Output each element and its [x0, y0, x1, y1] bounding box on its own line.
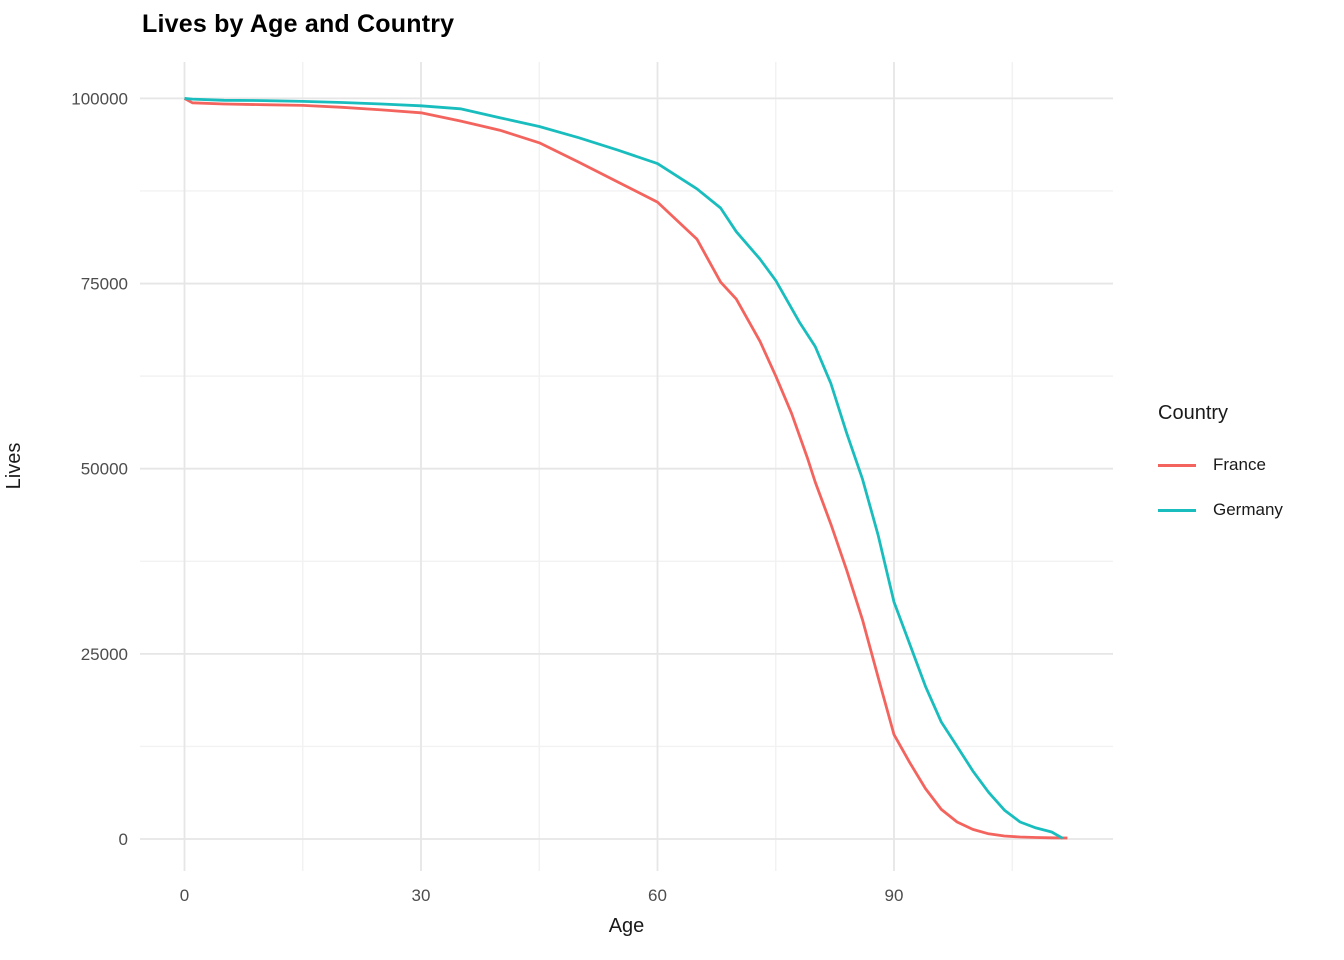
y-tick-label: 100000: [71, 89, 128, 108]
legend-label-france: France: [1213, 455, 1266, 474]
legend-key-line-germany: [1158, 508, 1196, 512]
y-tick-label: 75000: [81, 275, 128, 294]
legend: Country France Germany: [1158, 402, 1283, 543]
x-axis-title: Age: [608, 915, 645, 937]
legend-item-germany: Germany: [1158, 498, 1283, 522]
y-tick-label: 50000: [81, 460, 128, 479]
x-tick-label: 0: [180, 886, 189, 905]
y-tick-label: 25000: [81, 645, 128, 664]
series-line-france: [183, 97, 1068, 840]
x-tick-label: 30: [412, 886, 431, 905]
x-tick-label: 60: [648, 886, 667, 905]
legend-label-germany: Germany: [1213, 500, 1283, 519]
legend-item-france: France: [1158, 453, 1283, 477]
legend-title: Country: [1158, 402, 1229, 424]
series-line-germany: [184, 97, 1064, 840]
y-axis-title: Lives: [3, 442, 25, 490]
chart-title: Lives by Age and Country: [142, 10, 455, 38]
y-tick-label: 0: [119, 830, 128, 849]
x-tick-label: 90: [885, 886, 904, 905]
legend-key-line-france: [1158, 463, 1196, 467]
